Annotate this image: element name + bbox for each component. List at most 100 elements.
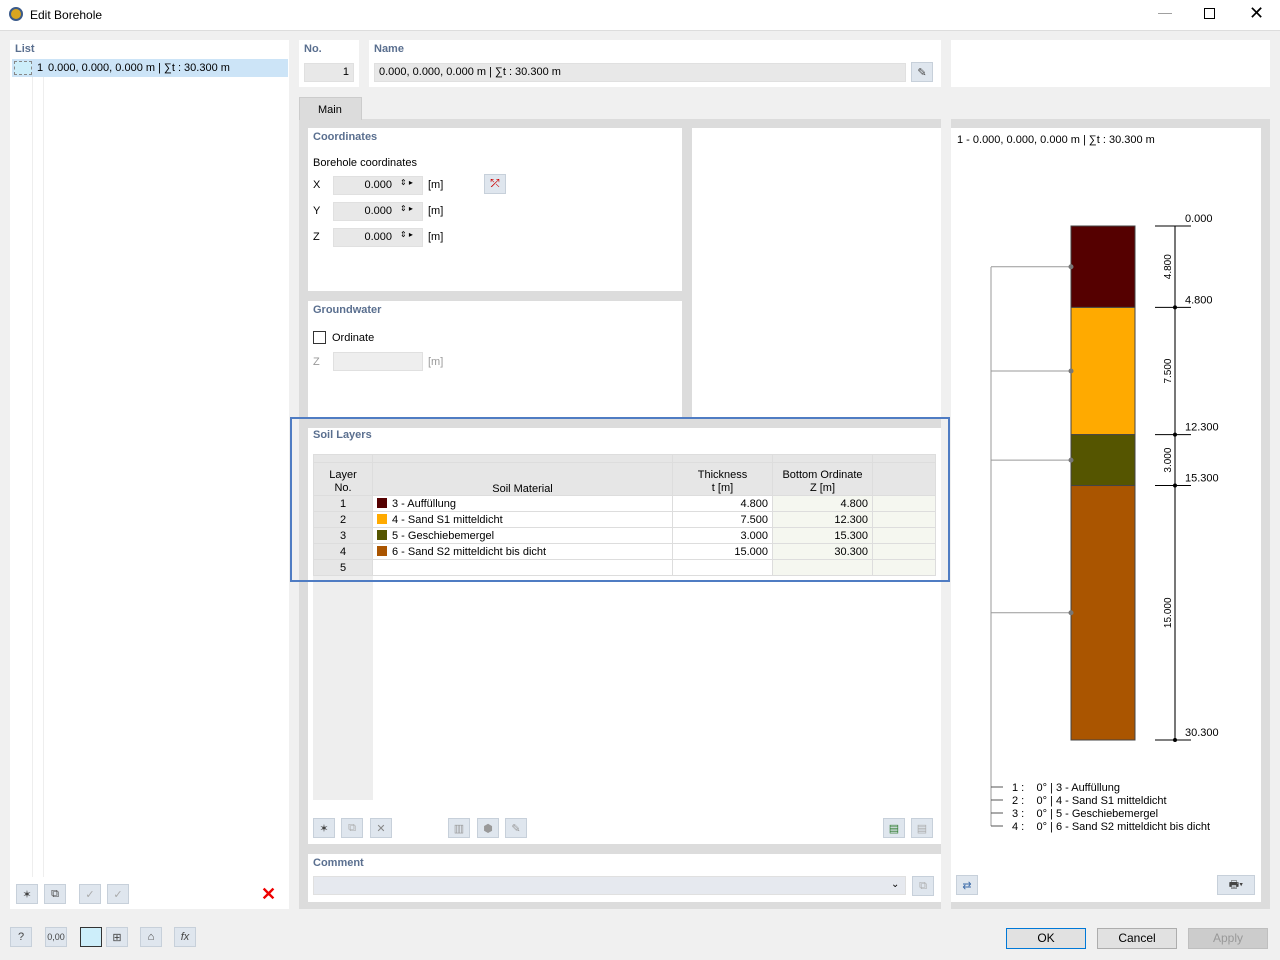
table-row[interactable]: 5 [313, 559, 936, 576]
title-bar: Edit Borehole — ✕ [0, 0, 1280, 31]
coord-y-field[interactable]: 0.000 [333, 202, 423, 221]
thickness-label: 4.800 [1163, 254, 1174, 279]
import-button[interactable]: ▤ [911, 818, 933, 838]
tree-guides [32, 77, 44, 877]
print-button[interactable]: 🖶▾ [1217, 875, 1255, 895]
thickness-cell[interactable]: 15.000 [672, 543, 773, 560]
legend-entry: 2 : 0° | 4 - Sand S1 mitteldicht [1012, 795, 1167, 807]
borehole-coordinates-label: Borehole coordinates [313, 157, 417, 169]
tree-button[interactable]: ⊞ [106, 927, 128, 947]
preview-settings-button[interactable]: ⇄ [956, 875, 978, 895]
apply-button[interactable]: Apply [1188, 928, 1268, 949]
library-button[interactable]: ▥ [448, 818, 470, 838]
export-button[interactable]: ▤ [883, 818, 905, 838]
coord-z-field[interactable]: 0.000 [333, 228, 423, 247]
comment-field[interactable] [313, 876, 906, 895]
thickness-cell[interactable]: 4.800 [672, 495, 773, 512]
table-row[interactable]: 1 3 - Auffüllung 4.800 4.800 [313, 495, 936, 512]
soil-layer-block [1070, 306, 1136, 436]
layer-no: 2 [313, 511, 373, 528]
col-layer-no: Layer No. [313, 462, 373, 496]
soil-material: 3 - Auffüllung [392, 497, 457, 510]
col-bottom-ordinate: Bottom Ordinate Z [m] [772, 462, 873, 496]
tick-dot [1173, 432, 1177, 437]
layer-no: 3 [313, 527, 373, 544]
thickness-label: 15.000 [1163, 597, 1174, 628]
list-item[interactable]: 1 0.000, 0.000, 0.000 m | ∑t : 30.300 m [12, 59, 288, 77]
extra-cell [872, 511, 936, 528]
table-row[interactable]: 2 4 - Sand S1 mitteldicht 7.500 12.300 [313, 511, 936, 528]
leader-dot [1068, 368, 1074, 374]
no-field[interactable]: 1 [304, 63, 354, 82]
view-button[interactable]: ⌂ [140, 927, 162, 947]
ordinate-label: Ordinate [332, 332, 375, 344]
gw-unit: [m] [428, 356, 444, 368]
name-label: Name [374, 43, 404, 55]
col-thickness: Thickness t [m] [672, 462, 773, 496]
table-row[interactable]: 4 6 - Sand S2 mitteldicht bis dicht 15.0… [313, 543, 936, 560]
units-button[interactable]: 0,00 [45, 927, 67, 947]
insert-row-button[interactable]: ✶ [313, 818, 335, 838]
bottom-ordinate-cell [772, 559, 873, 576]
new-item-button[interactable]: ✶ [16, 884, 38, 904]
ordinate-checkbox[interactable] [313, 331, 326, 344]
thickness-cell[interactable]: 7.500 [672, 511, 773, 528]
comment-section: Comment ⌄ ⧉ [308, 854, 941, 902]
cancel-button[interactable]: Cancel [1097, 928, 1177, 949]
delete-row-button[interactable]: ✕ [370, 818, 392, 838]
soil-material: 6 - Sand S2 mitteldicht bis dicht [392, 545, 547, 558]
comment-copy-button[interactable]: ⧉ [912, 876, 934, 896]
pick-point-button[interactable]: ⤱ [484, 174, 506, 194]
soil-material-cell[interactable] [372, 559, 673, 576]
list-item-no: 1 [37, 62, 44, 74]
groundwater-section: Groundwater Ordinate Z [m] [308, 301, 682, 418]
tab-main[interactable]: Main [299, 97, 362, 120]
soil-material-cell[interactable]: 5 - Geschiebemergel [372, 527, 673, 544]
spinner-icon[interactable]: ⇕ ▸ [400, 230, 413, 239]
extra-cell [872, 543, 936, 560]
coord-x-field[interactable]: 0.000 [333, 176, 423, 195]
layer-no: 4 [313, 543, 373, 560]
soil-material-cell[interactable]: 3 - Auffüllung [372, 495, 673, 512]
ok-button[interactable]: OK [1006, 928, 1086, 949]
soil-material-cell[interactable]: 6 - Sand S2 mitteldicht bis dicht [372, 543, 673, 560]
name-field[interactable]: 0.000, 0.000, 0.000 m | ∑t : 30.300 m [374, 63, 906, 82]
check-button[interactable]: ✓ [79, 884, 101, 904]
chevron-down-icon[interactable]: ⌄ [891, 879, 900, 890]
leader-dot [1068, 457, 1074, 463]
thickness-label: 3.000 [1163, 447, 1174, 472]
row-header-fill [313, 575, 373, 800]
delete-icon[interactable]: ✕ [261, 884, 277, 904]
list-item-label: 0.000, 0.000, 0.000 m | ∑t : 30.300 m [48, 62, 230, 74]
thickness-cell[interactable] [672, 559, 773, 576]
bottom-ordinate-cell: 4.800 [772, 495, 873, 512]
spinner-icon[interactable]: ⇕ ▸ [400, 204, 413, 213]
soil-layers-table[interactable]: Layer No. Soil Material Thickness t [m] Bot… [313, 454, 936, 576]
material-color-swatch [377, 497, 387, 508]
copy-item-button[interactable]: ⧉ [44, 884, 66, 904]
soil-material-cell[interactable]: 4 - Sand S1 mitteldicht [372, 511, 673, 528]
spinner-icon[interactable]: ⇕ ▸ [400, 178, 413, 187]
thickness-cell[interactable]: 3.000 [672, 527, 773, 544]
col-extra [872, 462, 936, 496]
material-color-swatch [377, 529, 387, 540]
edit-name-button[interactable]: ✎ [911, 62, 933, 82]
minimize-button[interactable]: — [1158, 4, 1172, 20]
uncheck-button[interactable]: ✓ [107, 884, 129, 904]
list-panel: List 1 0.000, 0.000, 0.000 m | ∑t : 30.3… [10, 40, 289, 909]
formula-button[interactable]: fx [174, 927, 196, 947]
top-right-panel [951, 40, 1270, 87]
maximize-button[interactable] [1204, 8, 1215, 19]
table-row[interactable]: 3 5 - Geschiebemergel 3.000 15.300 [313, 527, 936, 544]
material-button[interactable]: ⬢ [477, 818, 499, 838]
list-header: List [15, 43, 35, 55]
legend-entry: 1 : 0° | 3 - Auffüllung [1012, 782, 1120, 794]
borehole-graphic: 0.000 4.800 4.800 12.300 7.500 15.300 3.000 30.… [990, 213, 1219, 833]
color-button[interactable] [80, 927, 102, 947]
layer-no: 1 [313, 495, 373, 512]
copy-row-button[interactable]: ⧉ [341, 818, 363, 838]
close-button[interactable]: ✕ [1249, 3, 1265, 23]
help-button[interactable]: ? [10, 927, 32, 947]
extra-cell [872, 559, 936, 576]
edit-material-button[interactable]: ✎ [505, 818, 527, 838]
